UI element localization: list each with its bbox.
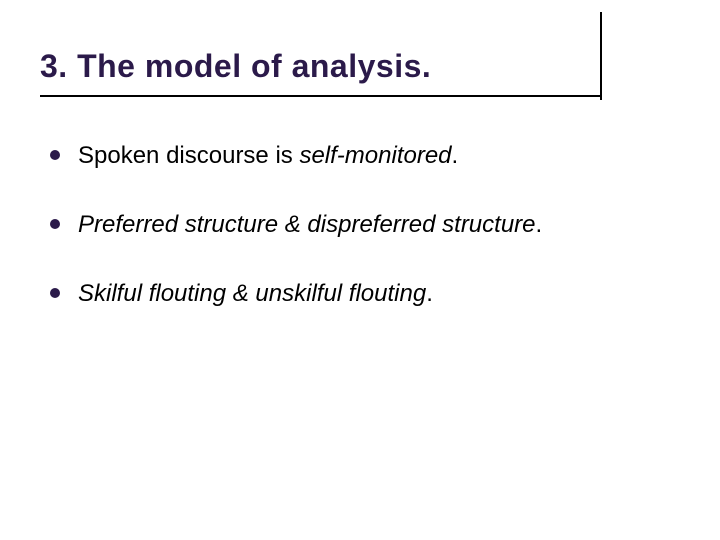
bullet-icon (50, 288, 60, 298)
bullet-post: . (536, 211, 543, 238)
bullet-icon (50, 219, 60, 229)
accent-vertical-rule (600, 12, 602, 100)
bullet-icon (50, 150, 60, 160)
bullet-text: Skilful flouting & unskilful flouting. (78, 278, 433, 309)
bullet-em: Skilful flouting & unskilful flouting (78, 280, 426, 307)
list-item: Spoken discourse is self-monitored. (50, 140, 660, 171)
bullet-em: Preferred structure & dispreferred struc… (78, 211, 536, 238)
list-item: Skilful flouting & unskilful flouting. (50, 278, 660, 309)
bullet-text: Spoken discourse is self-monitored. (78, 140, 458, 171)
bullet-pre: Spoken discourse is (78, 142, 299, 169)
title-block: 3. The model of analysis. (40, 48, 600, 97)
slide-title: 3. The model of analysis. (40, 48, 431, 84)
slide: 3. The model of analysis. Spoken discour… (0, 0, 720, 540)
list-item: Preferred structure & dispreferred struc… (50, 209, 660, 240)
bullet-text: Preferred structure & dispreferred struc… (78, 209, 542, 240)
bullet-post: . (452, 142, 459, 169)
bullet-post: . (426, 280, 433, 307)
bullet-list: Spoken discourse is self-monitored. Pref… (50, 140, 660, 348)
bullet-em: self-monitored (299, 142, 451, 169)
